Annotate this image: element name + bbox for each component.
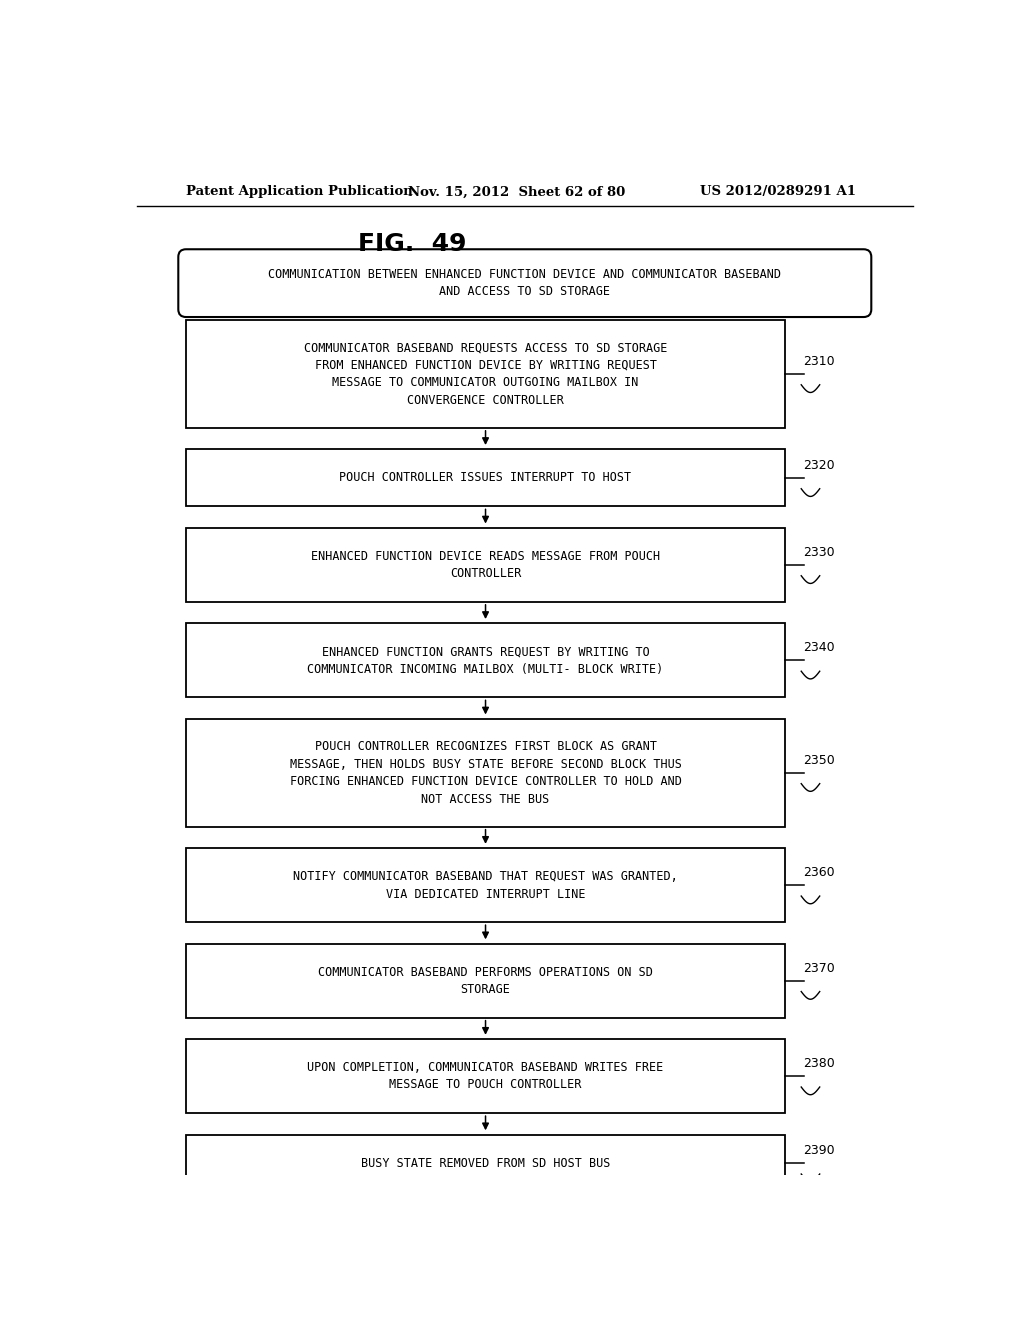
Text: 2340: 2340 <box>803 642 835 655</box>
Bar <box>186 321 785 428</box>
Text: 2330: 2330 <box>803 545 835 558</box>
Text: POUCH CONTROLLER ISSUES INTERRUPT TO HOST: POUCH CONTROLLER ISSUES INTERRUPT TO HOS… <box>340 471 632 484</box>
FancyBboxPatch shape <box>178 249 871 317</box>
Text: 2320: 2320 <box>803 459 835 471</box>
Text: 2360: 2360 <box>803 866 835 879</box>
Bar <box>186 623 785 697</box>
Text: 2350: 2350 <box>803 754 835 767</box>
Text: 2380: 2380 <box>803 1057 835 1071</box>
Bar <box>186 1135 785 1192</box>
Text: Nov. 15, 2012  Sheet 62 of 80: Nov. 15, 2012 Sheet 62 of 80 <box>408 185 625 198</box>
Text: COMMUNICATION BETWEEN ENHANCED FUNCTION DEVICE AND COMMUNICATOR BASEBAND
AND ACC: COMMUNICATION BETWEEN ENHANCED FUNCTION … <box>268 268 781 298</box>
Text: UPON COMPLETION, COMMUNICATOR BASEBAND WRITES FREE
MESSAGE TO POUCH CONTROLLER: UPON COMPLETION, COMMUNICATOR BASEBAND W… <box>307 1061 664 1092</box>
Text: 2310: 2310 <box>803 355 835 368</box>
Text: COMMUNICATOR BASEBAND REQUESTS ACCESS TO SD STORAGE
FROM ENHANCED FUNCTION DEVIC: COMMUNICATOR BASEBAND REQUESTS ACCESS TO… <box>304 342 668 407</box>
Text: COMMUNICATOR BASEBAND PERFORMS OPERATIONS ON SD
STORAGE: COMMUNICATOR BASEBAND PERFORMS OPERATION… <box>318 965 653 997</box>
Bar <box>186 1039 785 1113</box>
Text: ENHANCED FUNCTION DEVICE READS MESSAGE FROM POUCH
CONTROLLER: ENHANCED FUNCTION DEVICE READS MESSAGE F… <box>311 549 660 581</box>
Text: US 2012/0289291 A1: US 2012/0289291 A1 <box>700 185 856 198</box>
Bar <box>186 849 785 923</box>
Text: BUSY STATE REMOVED FROM SD HOST BUS: BUSY STATE REMOVED FROM SD HOST BUS <box>360 1156 610 1170</box>
Bar <box>186 449 785 507</box>
Bar <box>186 528 785 602</box>
Text: 2370: 2370 <box>803 961 835 974</box>
Text: 2390: 2390 <box>803 1144 835 1158</box>
Text: ENHANCED FUNCTION GRANTS REQUEST BY WRITING TO
COMMUNICATOR INCOMING MAILBOX (MU: ENHANCED FUNCTION GRANTS REQUEST BY WRIT… <box>307 645 664 676</box>
Text: Patent Application Publication: Patent Application Publication <box>186 185 413 198</box>
Bar <box>186 719 785 826</box>
Text: NOTIFY COMMUNICATOR BASEBAND THAT REQUEST WAS GRANTED,
VIA DEDICATED INTERRUPT L: NOTIFY COMMUNICATOR BASEBAND THAT REQUES… <box>293 870 678 900</box>
Text: POUCH CONTROLLER RECOGNIZES FIRST BLOCK AS GRANT
MESSAGE, THEN HOLDS BUSY STATE : POUCH CONTROLLER RECOGNIZES FIRST BLOCK … <box>290 741 681 805</box>
Text: FIG.  49: FIG. 49 <box>357 231 466 256</box>
Bar <box>186 944 785 1018</box>
